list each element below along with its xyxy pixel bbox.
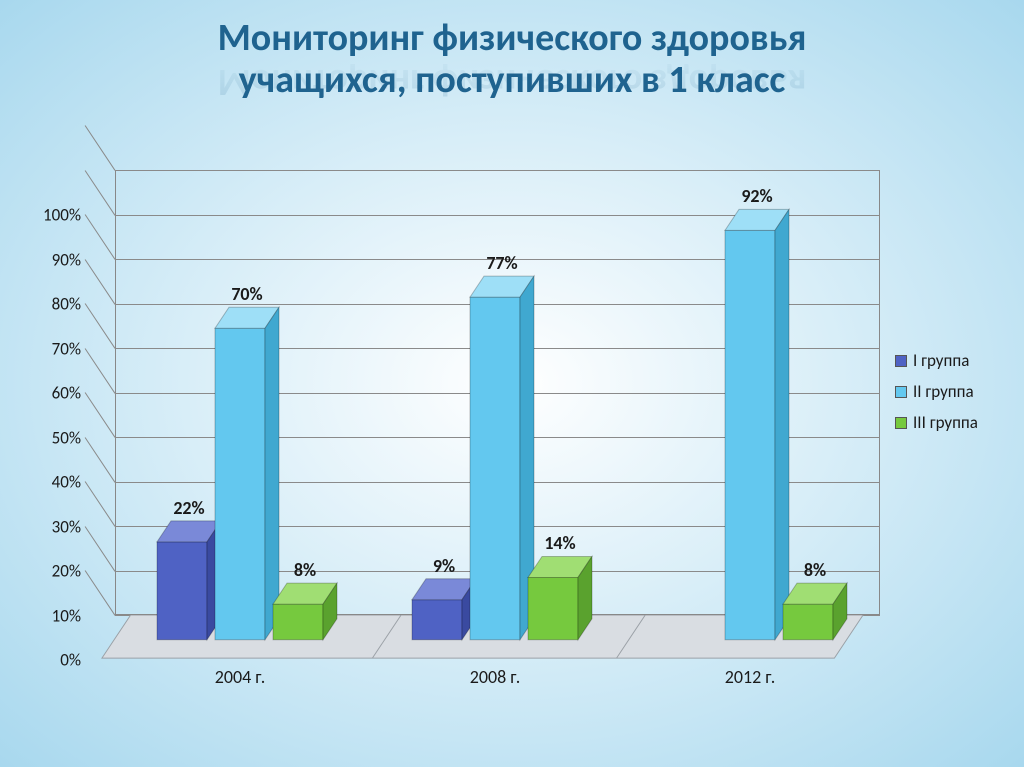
y-tick-label: 60% [52, 383, 81, 404]
bar [85, 170, 880, 662]
legend-item: II группа [895, 381, 1015, 402]
legend-swatch [895, 355, 907, 367]
chart-title: Мониторинг физического здоровья учащихся… [218, 18, 807, 102]
y-axis: 0%10%20%30%40%50%60%70%80%90%100% [30, 170, 85, 615]
y-tick-label: 20% [52, 561, 81, 582]
y-tick-label: 90% [52, 249, 81, 270]
value-label: 8% [804, 559, 826, 581]
y-tick-label: 10% [52, 605, 81, 626]
gridline-side [85, 125, 116, 171]
y-tick-label: 70% [52, 338, 81, 359]
legend-item: III группа [895, 412, 1015, 433]
x-tick-label: 2004 г. [215, 666, 266, 688]
legend: I группа II группа III группа [895, 350, 1015, 443]
plot-area: 2004 г.2008 г.2012 г.22%70%8%9%77%14%92%… [85, 170, 880, 660]
y-tick-label: 30% [52, 516, 81, 537]
x-tick-label: 2008 г. [470, 666, 521, 688]
y-tick-label: 100% [43, 205, 81, 226]
x-tick-label: 2012 г. [725, 666, 776, 688]
y-tick-label: 0% [60, 650, 81, 671]
legend-swatch [895, 386, 907, 398]
y-tick-label: 80% [52, 294, 81, 315]
legend-label: I группа [913, 350, 969, 371]
legend-swatch [895, 417, 907, 429]
legend-item: I группа [895, 350, 1015, 371]
chart-area: 0% 10% 20% 30% 40% 50% 60% 70% 80% 90% 100% 2004 г… [30, 170, 880, 720]
legend-label: II группа [913, 381, 974, 402]
chart-title-container: Мониторинг физического здоровья учащихся… [0, 0, 1024, 102]
legend-label: III группа [913, 412, 978, 433]
y-tick-label: 50% [52, 427, 81, 448]
y-tick-label: 40% [52, 472, 81, 493]
